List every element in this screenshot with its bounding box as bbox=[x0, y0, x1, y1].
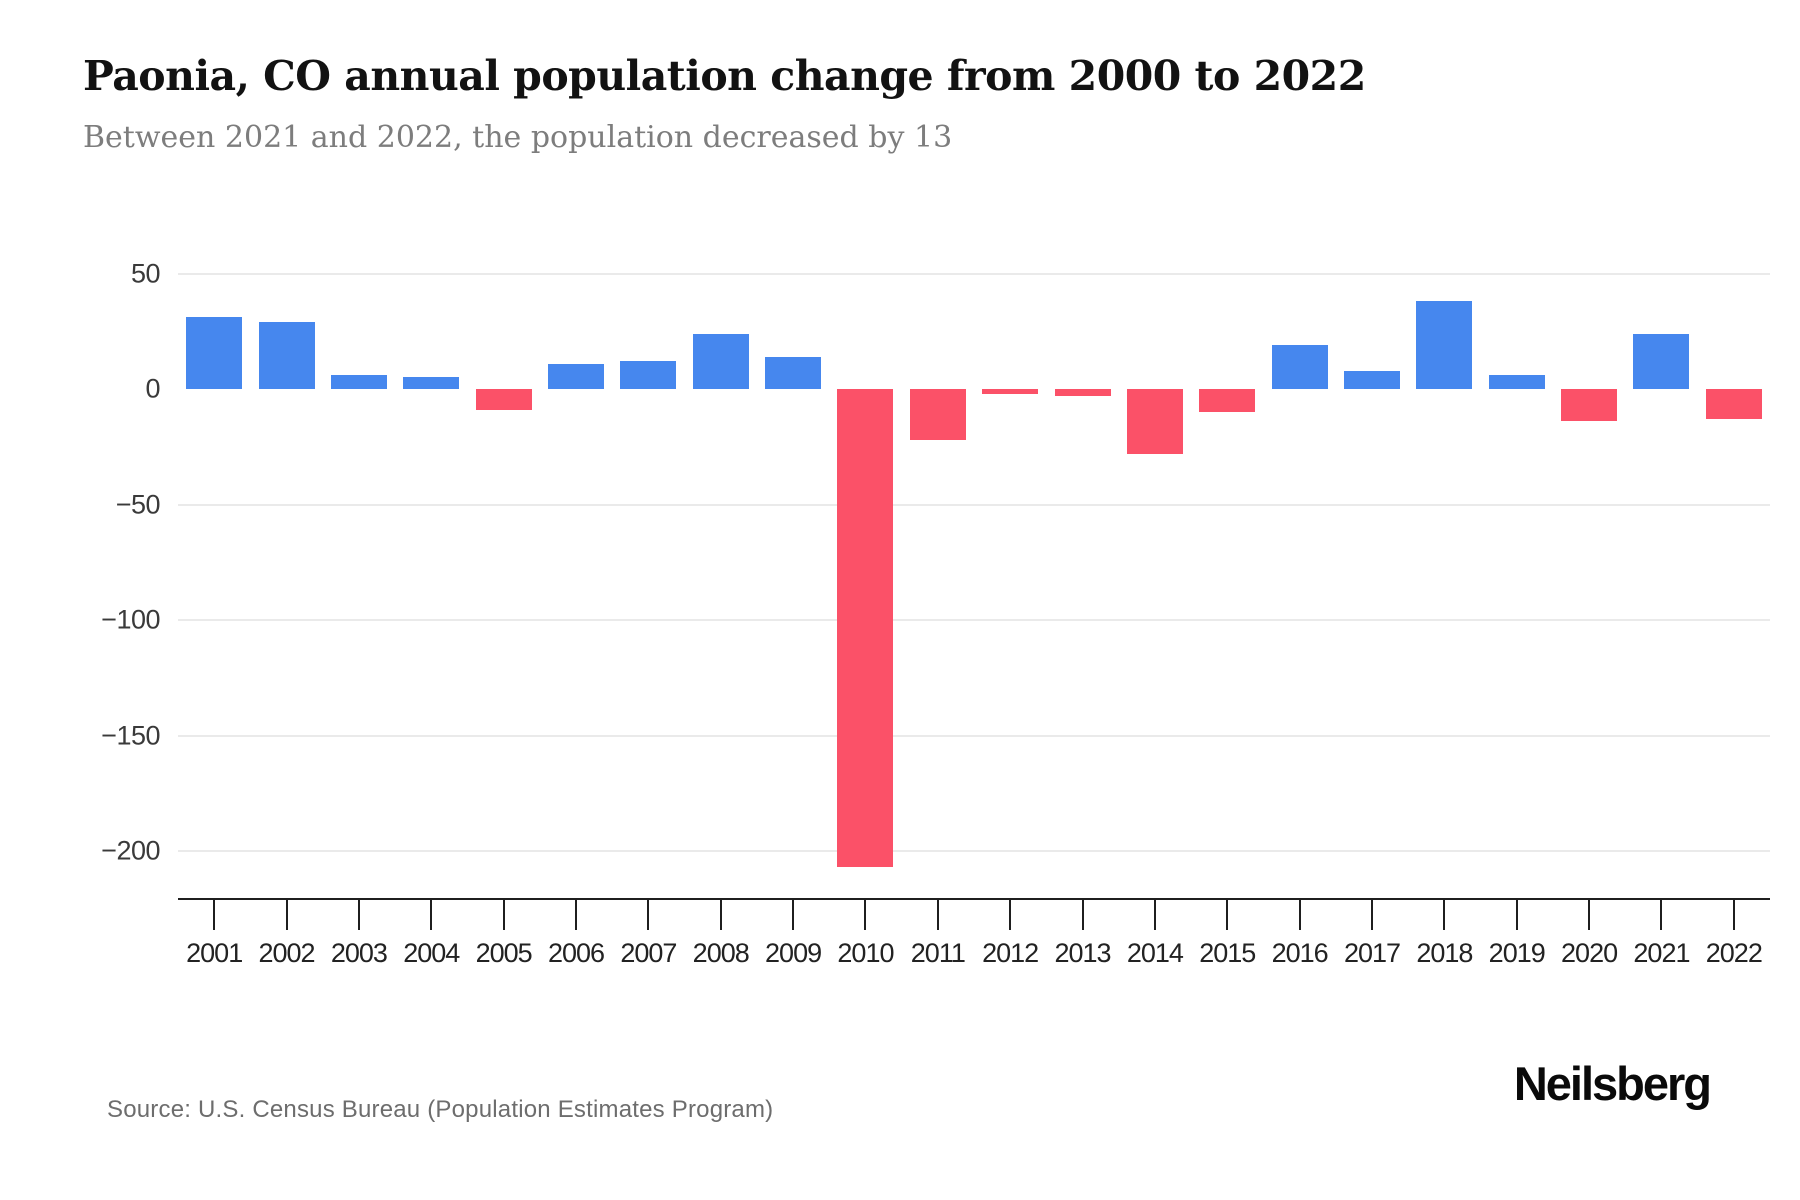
gridline--100 bbox=[178, 619, 1770, 621]
x-tick-mark-2002 bbox=[285, 900, 288, 930]
plot-area: 50 0 −50 −100 −150 −200 2001 2002 2003 2004 2005 20… bbox=[101, 230, 1770, 968]
x-tick-label-2001: 2001 bbox=[186, 938, 243, 968]
x-tick-mark-2008 bbox=[719, 900, 722, 930]
bar-2002[interactable] bbox=[258, 322, 315, 389]
y-tick-label--150: −150 bbox=[101, 720, 160, 750]
x-tick-label-2015: 2015 bbox=[1199, 938, 1256, 968]
bar-2016[interactable] bbox=[1271, 345, 1328, 389]
x-tick-label-2004: 2004 bbox=[403, 938, 460, 968]
x-tick-mark-2009 bbox=[792, 900, 795, 930]
x-tick-mark-2017 bbox=[1371, 900, 1373, 930]
bar-2008[interactable] bbox=[692, 333, 749, 389]
bar-2014[interactable] bbox=[1126, 389, 1183, 454]
bar-2021[interactable] bbox=[1633, 333, 1690, 389]
x-tick-label-2013: 2013 bbox=[1054, 938, 1111, 968]
x-tick-label-2009: 2009 bbox=[765, 938, 822, 968]
x-tick-mark-2012 bbox=[1009, 900, 1012, 930]
y-tick-label-0: 0 bbox=[145, 373, 160, 404]
x-tick-label-2020: 2020 bbox=[1561, 938, 1618, 968]
y-tick-label--100: −100 bbox=[101, 604, 160, 635]
y-tick-label-50: 50 bbox=[130, 258, 161, 288]
x-tick-label-2011: 2011 bbox=[910, 938, 966, 968]
x-tick-mark-2006 bbox=[575, 900, 577, 930]
x-tick-mark-2007 bbox=[647, 900, 650, 930]
gridline-50 bbox=[178, 272, 1770, 275]
gridline--200 bbox=[178, 850, 1770, 852]
x-tick-label-2010: 2010 bbox=[837, 938, 894, 968]
x-tick-mark-2014 bbox=[1153, 900, 1156, 930]
source-note: Source: U.S. Census Bureau (Population E… bbox=[107, 1096, 774, 1123]
x-tick-label-2005: 2005 bbox=[475, 938, 533, 968]
gridline--50 bbox=[178, 503, 1770, 506]
chart-subtitle: Between 2021 and 2022, the population de… bbox=[83, 120, 953, 155]
x-tick-mark-2001 bbox=[213, 900, 216, 930]
bar-2003[interactable] bbox=[330, 375, 387, 389]
x-tick-mark-2011 bbox=[936, 900, 939, 930]
x-tick-label-2016: 2016 bbox=[1271, 938, 1329, 968]
bar-2012[interactable] bbox=[982, 389, 1039, 394]
x-tick-mark-2021 bbox=[1660, 900, 1663, 930]
bar-2005[interactable] bbox=[475, 389, 532, 410]
bar-2004[interactable] bbox=[403, 377, 460, 389]
x-tick-label-2022: 2022 bbox=[1705, 938, 1763, 968]
bar-2007[interactable] bbox=[620, 361, 677, 389]
x-tick-label-2014: 2014 bbox=[1126, 938, 1184, 968]
x-tick-mark-2004 bbox=[430, 900, 433, 930]
bar-2018[interactable] bbox=[1416, 301, 1473, 389]
chart-title: Paonia, CO annual population change from… bbox=[83, 52, 1366, 100]
neilsberg-logo: Neilsberg bbox=[1513, 1057, 1712, 1110]
y-tick-label--200: −200 bbox=[101, 835, 160, 866]
x-tick-label-2003: 2003 bbox=[330, 938, 388, 968]
bar-2015[interactable] bbox=[1199, 389, 1256, 413]
x-tick-label-2007: 2007 bbox=[620, 938, 677, 968]
bar-2020[interactable] bbox=[1561, 389, 1618, 422]
x-tick-label-2021: 2021 bbox=[1633, 938, 1690, 968]
bar-2017[interactable] bbox=[1344, 370, 1400, 389]
bar-2001[interactable] bbox=[186, 317, 243, 389]
bar-2006[interactable] bbox=[548, 363, 604, 389]
bar-2010[interactable] bbox=[837, 389, 894, 868]
bar-2011[interactable] bbox=[909, 389, 966, 440]
x-tick-label-2018: 2018 bbox=[1416, 938, 1473, 968]
bar-2022[interactable] bbox=[1705, 389, 1762, 420]
bar-2019[interactable] bbox=[1488, 375, 1545, 389]
x-axis-line bbox=[178, 898, 1770, 900]
x-tick-mark-2020 bbox=[1588, 900, 1591, 930]
x-tick-mark-2016 bbox=[1298, 900, 1301, 930]
x-tick-label-2008: 2008 bbox=[692, 938, 750, 968]
x-tick-label-2006: 2006 bbox=[547, 938, 605, 968]
x-tick-mark-2010 bbox=[864, 900, 867, 930]
x-tick-label-2017: 2017 bbox=[1343, 938, 1401, 968]
bar-2009[interactable] bbox=[765, 356, 822, 389]
x-tick-mark-2019 bbox=[1515, 900, 1518, 930]
x-tick-mark-2013 bbox=[1081, 900, 1084, 930]
x-tick-mark-2015 bbox=[1226, 900, 1229, 930]
x-tick-label-2019: 2019 bbox=[1488, 938, 1546, 968]
x-tick-mark-2005 bbox=[502, 900, 505, 930]
x-tick-mark-2003 bbox=[357, 900, 360, 930]
x-tick-label-2012: 2012 bbox=[982, 938, 1039, 968]
bar-2013[interactable] bbox=[1054, 389, 1111, 396]
x-tick-mark-2018 bbox=[1443, 900, 1446, 930]
y-tick-label--50: −50 bbox=[115, 489, 161, 519]
x-tick-mark-2022 bbox=[1732, 900, 1735, 930]
gridline--150 bbox=[178, 734, 1770, 737]
x-tick-label-2002: 2002 bbox=[258, 938, 315, 968]
